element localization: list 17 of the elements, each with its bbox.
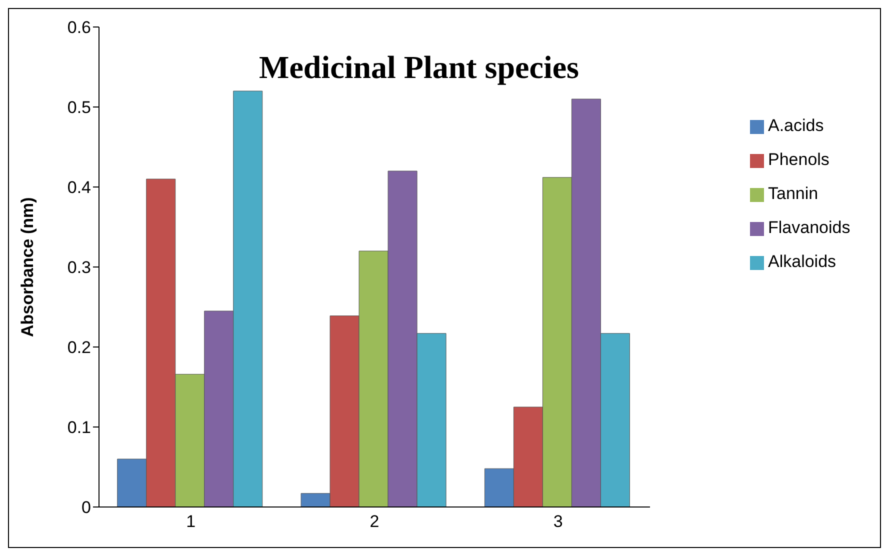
legend-label: Flavanoids [768, 218, 850, 237]
y-tick-label: 0.2 [67, 338, 91, 358]
y-axis-title: Absorbance (nm) [18, 197, 38, 337]
y-tick-label: 0.4 [67, 178, 91, 198]
text: Medicinal Plant species [258, 49, 580, 86]
x-tick-label: 3 [553, 512, 563, 532]
y-tick-label: 0.3 [67, 258, 91, 278]
y-tick-label: 0.1 [67, 418, 91, 438]
x-tick-label: 1 [186, 512, 196, 532]
legend-label: Phenols [768, 150, 830, 169]
x-tick-label: 2 [370, 512, 380, 532]
legend-label: A.acids [768, 116, 824, 135]
y-tick-label: 0 [82, 498, 91, 518]
y-tick-label: 0.6 [67, 18, 91, 38]
legend-label: Tannin [768, 184, 818, 203]
y-tick-label: 0.5 [67, 98, 91, 118]
legend-label: Alkaloids [768, 252, 836, 271]
